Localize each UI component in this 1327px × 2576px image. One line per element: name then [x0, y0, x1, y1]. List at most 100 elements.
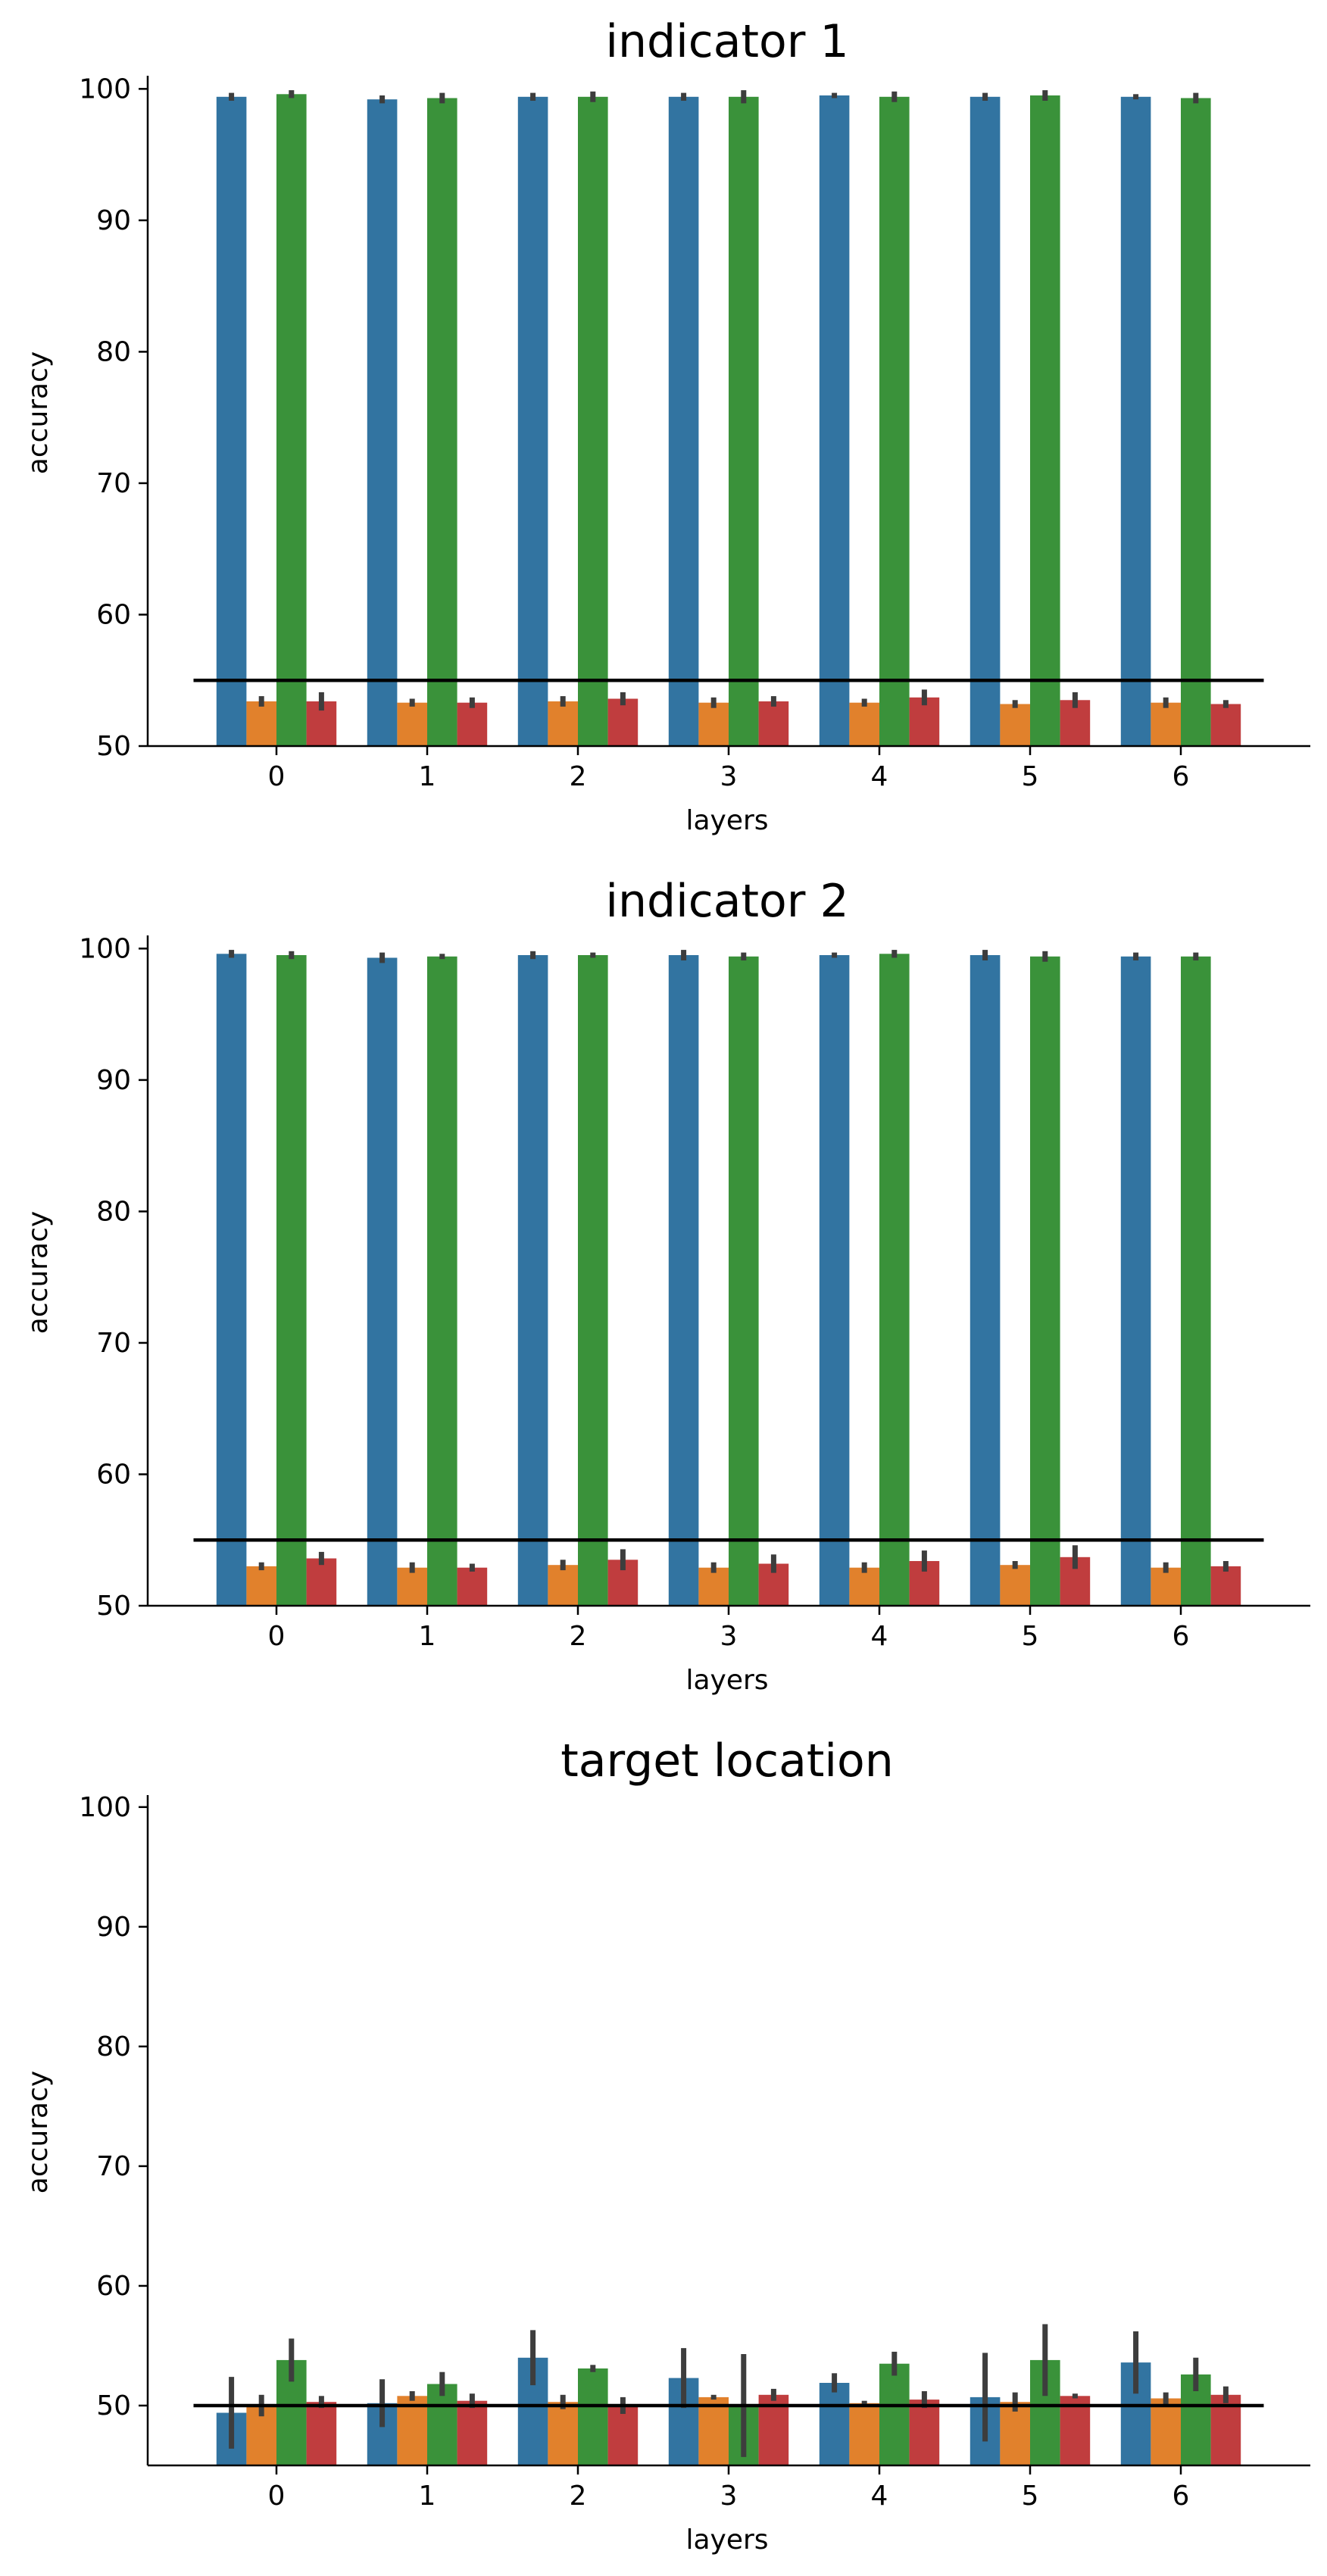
y-tick-label: 60	[96, 599, 131, 630]
bar-series-1-layer-1	[367, 99, 398, 746]
bar-series-1-layer-6	[1120, 956, 1151, 1606]
bar-series-1-layer-4	[819, 2383, 850, 2465]
x-tick-label: 3	[720, 761, 738, 792]
y-tick-label: 80	[96, 1196, 131, 1227]
y-tick-label: 100	[79, 933, 131, 964]
bar-series-4-layer-2	[607, 698, 639, 746]
x-tick-label: 6	[1172, 761, 1190, 792]
bar-series-2-layer-4	[849, 702, 879, 746]
bar-series-2-layer-1	[397, 2396, 427, 2465]
y-tick-label: 90	[96, 1912, 131, 1943]
bar-series-3-layer-4	[879, 2363, 910, 2465]
bar-series-4-layer-6	[1210, 704, 1241, 746]
bar-series-3-layer-3	[729, 96, 759, 747]
bar-series-1-layer-4	[819, 955, 850, 1606]
bar-series-4-layer-1	[457, 2400, 488, 2465]
bar-series-4-layer-0	[306, 2402, 337, 2465]
bar-series-1-layer-6	[1120, 96, 1151, 747]
x-tick-label: 0	[268, 761, 286, 792]
x-tick-label: 0	[268, 1621, 286, 1652]
bar-series-3-layer-5	[1030, 956, 1060, 1606]
bar-series-2-layer-1	[397, 1567, 427, 1606]
bar-series-4-layer-3	[758, 701, 789, 746]
y-axis-label: accuracy	[23, 2071, 54, 2194]
plot-area: 50 60 70 80 90 100 0 1 2 3 4 5 6	[79, 73, 1310, 792]
bar-series-2-layer-3	[698, 1567, 729, 1606]
bar-series-3-layer-4	[879, 96, 910, 747]
y-tick-label: 80	[96, 2031, 131, 2062]
x-tick-label: 1	[419, 761, 436, 792]
y-axis-label: accuracy	[23, 1211, 54, 1334]
chart-indicator-2: indicator 2 layers accuracy 506070809010…	[23, 875, 1310, 1696]
bar-series-3-layer-6	[1181, 98, 1211, 746]
bar-series-2-layer-5	[1000, 1565, 1030, 1606]
bar-series-2-layer-1	[397, 702, 427, 746]
bar-series-4-layer-1	[457, 702, 488, 746]
bar-series-2-layer-6	[1151, 2398, 1181, 2465]
x-tick-label: 2	[570, 761, 587, 792]
bar-series-3-layer-4	[879, 954, 910, 1606]
bar-series-1-layer-3	[668, 955, 699, 1606]
bar-series-1-layer-2	[517, 955, 548, 1606]
y-tick-label: 70	[96, 468, 131, 499]
x-tick-label: 1	[419, 2481, 436, 2512]
y-tick-label: 100	[79, 73, 131, 105]
bar-series-1-layer-2	[517, 96, 548, 747]
bar-series-1-layer-5	[969, 955, 1001, 1606]
chart-indicator-1: indicator 1 layers accuracy 506070809010…	[23, 15, 1310, 836]
bar-series-2-layer-0	[246, 1566, 276, 1606]
x-tick-label: 3	[720, 2481, 738, 2512]
y-tick-label: 100	[79, 1792, 131, 1823]
chart-title: target location	[560, 1735, 894, 1788]
bar-series-3-layer-5	[1030, 95, 1060, 746]
bar-series-3-layer-1	[427, 98, 457, 746]
bar-series-3-layer-1	[427, 2384, 457, 2465]
bar-series-1-layer-4	[819, 95, 850, 746]
bar-series-3-layer-0	[276, 955, 307, 1606]
bar-series-2-layer-2	[548, 701, 578, 746]
bar-series-1-layer-0	[216, 954, 247, 1606]
chart-title: indicator 1	[605, 15, 848, 68]
bar-series-2-layer-4	[849, 1567, 879, 1606]
x-tick-label: 2	[570, 1621, 587, 1652]
bar-series-4-layer-0	[306, 1558, 337, 1606]
bar-series-4-layer-4	[909, 697, 940, 746]
x-tick-label: 4	[871, 1621, 888, 1652]
bar-series-3-layer-3	[729, 956, 759, 1606]
y-tick-label: 70	[96, 1328, 131, 1359]
bar-series-3-layer-6	[1181, 956, 1211, 1606]
bar-series-2-layer-2	[548, 1565, 578, 1606]
x-tick-label: 3	[720, 1621, 738, 1652]
bar-series-4-layer-1	[457, 1567, 488, 1606]
x-tick-label: 1	[419, 1621, 436, 1652]
x-tick-label: 2	[570, 2481, 587, 2512]
x-tick-label: 4	[871, 2481, 888, 2512]
x-tick-label: 6	[1172, 1621, 1190, 1652]
bar-series-2-layer-5	[1000, 704, 1030, 746]
x-tick-label: 6	[1172, 2481, 1190, 2512]
x-tick-label: 5	[1022, 761, 1039, 792]
x-tick-label: 5	[1022, 2481, 1039, 2512]
y-tick-label: 90	[96, 1065, 131, 1096]
plot-area: 50 60 70 80 90 100 0 1 2 3 4 5 6	[79, 933, 1310, 1652]
bar-series-3-layer-2	[578, 955, 608, 1606]
plot-area: 50 60 70 80 90 100 0 1 2 3 4 5 6	[79, 1792, 1310, 2512]
y-tick-label: 60	[96, 2271, 131, 2302]
chart-target-location: target location layers accuracy 50607080…	[23, 1735, 1310, 2556]
bar-series-4-layer-5	[1060, 2396, 1091, 2465]
bar-series-4-layer-4	[909, 2400, 940, 2465]
bar-series-1-layer-5	[969, 96, 1001, 747]
bar-series-3-layer-2	[578, 96, 608, 747]
x-tick-label: 4	[871, 761, 888, 792]
bar-series-3-layer-1	[427, 956, 457, 1606]
x-axis-label: layers	[685, 805, 768, 836]
x-axis-label: layers	[685, 2524, 768, 2556]
bar-series-4-layer-6	[1210, 1566, 1241, 1606]
bar-series-4-layer-2	[607, 2406, 639, 2465]
bar-series-2-layer-2	[548, 2402, 578, 2465]
bar-series-2-layer-6	[1151, 1567, 1181, 1606]
y-tick-label: 80	[96, 336, 131, 367]
y-axis-label: accuracy	[23, 351, 54, 474]
bar-series-2-layer-3	[698, 702, 729, 746]
